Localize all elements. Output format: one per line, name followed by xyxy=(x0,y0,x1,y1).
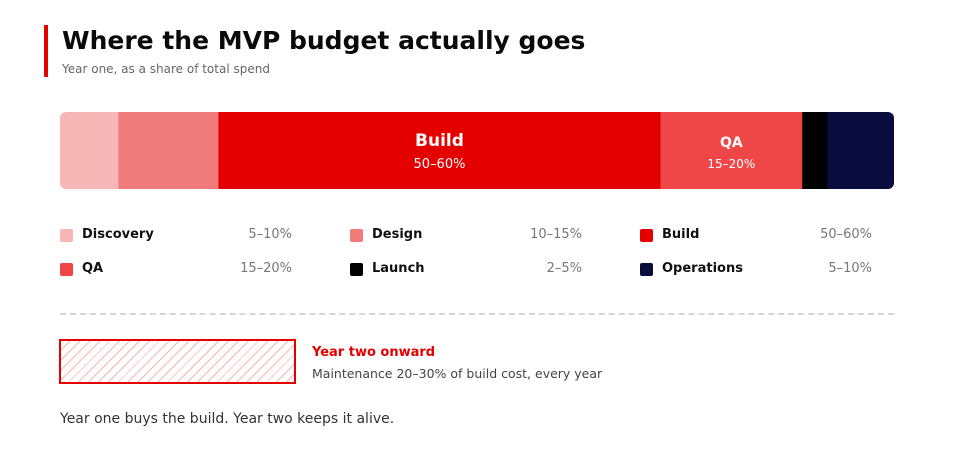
legend-swatch xyxy=(350,263,363,276)
legend-label: Build xyxy=(662,227,700,242)
legend-label: Launch xyxy=(372,261,425,276)
segment-label-build: Build xyxy=(415,131,464,151)
legend-swatch xyxy=(60,229,73,242)
dashed-divider xyxy=(60,313,894,315)
legend-item-launch: Launch 2–5% xyxy=(350,260,582,278)
maintenance-note-title: Year two onward xyxy=(312,345,436,360)
legend-item-operations: Operations 5–10% xyxy=(640,260,872,278)
segment-range-qa: 15–20% xyxy=(707,157,755,171)
legend-value: 15–20% xyxy=(240,261,292,276)
legend-value: 5–10% xyxy=(248,227,292,242)
legend-swatch xyxy=(350,229,363,242)
legend-label: QA xyxy=(82,261,104,276)
bar-segment-launch xyxy=(802,112,828,189)
legend-value: 10–15% xyxy=(530,227,582,242)
legend-item-qa: QA 15–20% xyxy=(60,260,292,278)
legend-value: 50–60% xyxy=(820,227,872,242)
legend-item-build: Build 50–60% xyxy=(640,226,872,244)
legend-value: 2–5% xyxy=(546,261,582,276)
header: Where the MVP budget actually goes Year … xyxy=(44,25,585,77)
footer-text: Year one buys the build. Year two keeps … xyxy=(60,411,395,427)
segment-label-qa: QA xyxy=(720,135,743,151)
chart-subtitle: Year one, as a share of total spend xyxy=(62,62,270,76)
legend-swatch xyxy=(640,229,653,242)
stacked-bar: Build 50–60% QA 15–20% xyxy=(60,112,894,189)
legend-label: Operations xyxy=(662,261,743,276)
legend-item-discovery: Discovery 5–10% xyxy=(60,226,292,244)
legend-swatch xyxy=(60,263,73,276)
legend-item-design: Design 10–15% xyxy=(350,226,582,244)
legend-value: 5–10% xyxy=(828,261,872,276)
legend-swatch xyxy=(640,263,653,276)
legend-label: Discovery xyxy=(82,227,154,242)
bar-segment-qa xyxy=(660,112,803,189)
bar-segment-discovery xyxy=(60,112,119,189)
chart-title: Where the MVP budget actually goes xyxy=(62,26,586,55)
maintenance-hatch-swatch xyxy=(59,339,296,384)
bar-segment-build xyxy=(218,112,661,189)
bar-segment-operations xyxy=(827,112,894,189)
segment-range-build: 50–60% xyxy=(414,157,466,172)
legend-label: Design xyxy=(372,227,423,242)
maintenance-note-body: Maintenance 20–30% of build cost, every … xyxy=(312,366,603,381)
bar-segment-design xyxy=(118,112,219,189)
stacked-bar-chart: Build 50–60% QA 15–20% xyxy=(60,112,894,189)
